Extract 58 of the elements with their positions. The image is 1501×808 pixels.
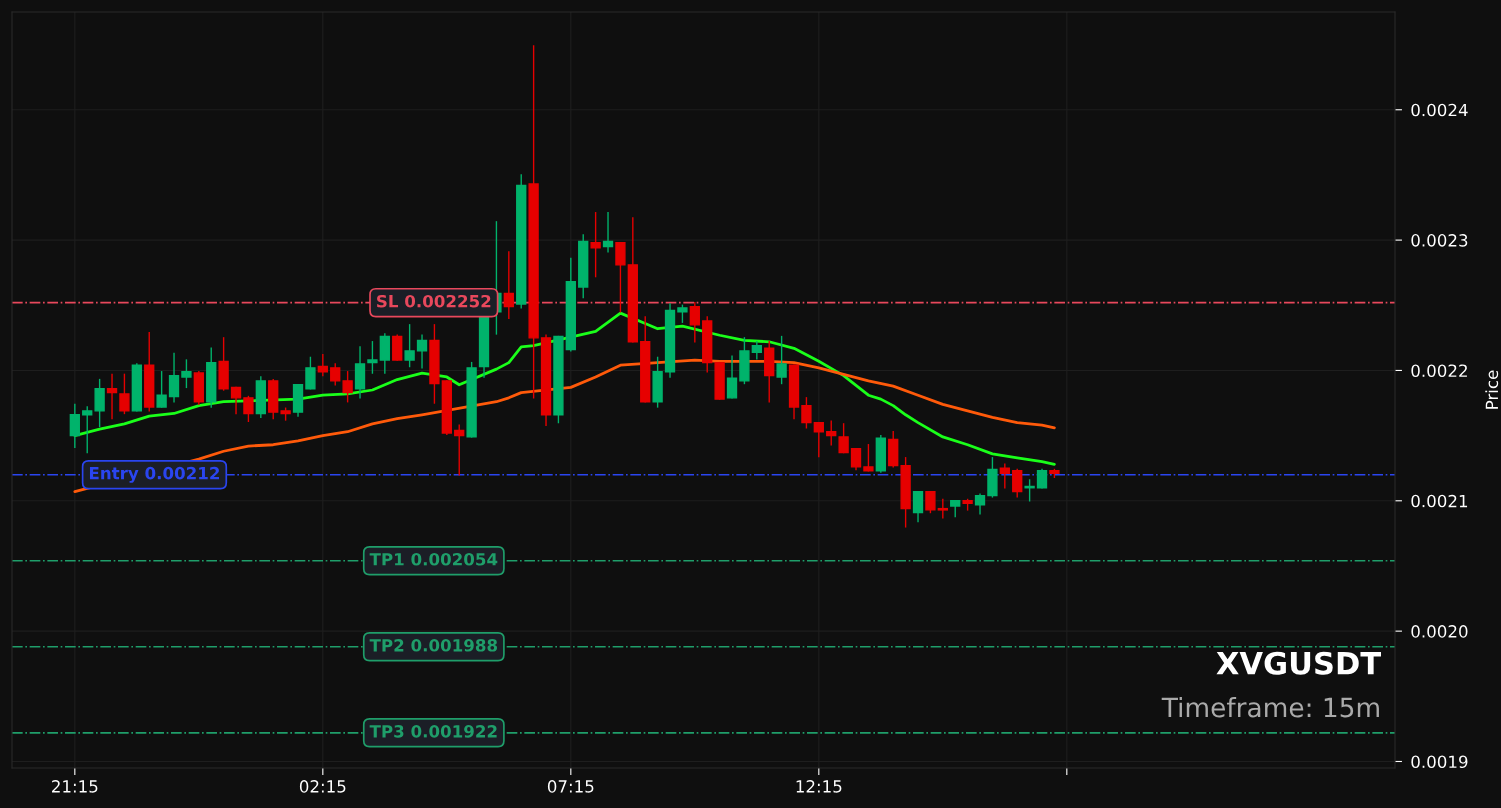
y-tick-label: 0.0020 [1411,625,1468,638]
ref-line-label: TP2 0.001988 [369,639,498,652]
candlestick [590,212,601,278]
candlestick [726,355,738,399]
x-tick-label: 02:15 [299,780,346,793]
y-axis-title: Price [1485,370,1499,409]
candlestick [367,341,378,374]
candlestick [1012,468,1023,498]
candlestick [181,359,192,389]
candlestick [912,490,924,523]
candlestick [82,406,93,454]
candlestick [602,212,614,253]
candlestick [615,242,626,313]
ref-line-label: TP3 0.001922 [369,725,497,738]
y-tick-label: 0.0023 [1411,234,1468,247]
candlestick [230,386,242,415]
candlestick [243,395,254,422]
candlestick [94,378,105,428]
candlestick [503,251,514,320]
candlestick [826,420,837,446]
candlestick [776,335,787,385]
candlestick [454,424,465,476]
candlestick [305,356,316,390]
y-tick-label: 0.0021 [1411,494,1468,508]
candlestick [801,397,812,429]
candlestick [1036,468,1048,489]
y-tick-label: 0.0022 [1411,364,1467,378]
candlestick [838,423,849,454]
candlestick [416,334,428,369]
candlestick [119,373,130,415]
ref-line-label: TP1 0.002054 [369,552,498,566]
text: XVGUSDT [1216,651,1381,675]
candlestick [392,334,403,361]
candlestick [999,463,1010,489]
y-tick-label: 0.0019 [1411,755,1468,769]
candlestick [106,373,118,420]
candlestick [850,447,862,471]
candlestick [937,498,948,519]
candlestick [156,371,167,408]
candlestick [69,403,80,449]
candlestick [974,493,986,515]
y-tick-label: 0.0024 [1411,103,1468,117]
x-tick-label: 21:15 [52,780,98,793]
ref-line-label: SL 0.002252 [377,294,491,308]
candlestick [813,421,824,458]
x-tick-label: 07:15 [547,780,594,793]
candlestick [168,352,180,403]
candlestick [317,354,328,377]
candlestick [863,444,874,472]
candlestick [404,324,415,368]
candlestick [925,490,936,514]
ref-line-label: Entry 0.00212 [89,466,220,483]
x-tick-label: 12:15 [796,780,842,793]
candlestick [689,301,700,343]
candlestick [342,371,353,403]
text: Timeframe: 15m [1161,697,1379,718]
candlestick [330,363,341,386]
candlestick [379,333,390,374]
